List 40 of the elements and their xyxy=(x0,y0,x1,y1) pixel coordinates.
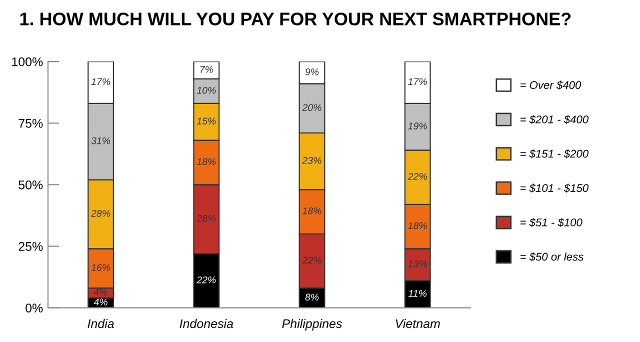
y-tick-label: 100% xyxy=(12,57,43,66)
y-tick-label: 75% xyxy=(18,118,43,128)
y-tick-label: 50% xyxy=(18,180,43,190)
data-label: 15% xyxy=(196,118,216,124)
data-label: 28% xyxy=(91,210,110,217)
x-tick-label: India xyxy=(88,318,114,328)
data-label: 4% xyxy=(94,298,108,306)
legend-label: = $50 or less xyxy=(520,252,584,262)
data-label: 22% xyxy=(408,173,427,180)
data-label: 18% xyxy=(408,222,427,230)
data-label: 7% xyxy=(200,66,214,73)
legend-label: = Over $400 xyxy=(520,80,582,90)
data-label: 17% xyxy=(408,78,427,86)
data-label: 9% xyxy=(305,68,319,76)
data-label: 11% xyxy=(408,290,427,297)
legend-label: = $151 - $200 xyxy=(520,149,589,158)
data-label: 23% xyxy=(302,157,322,164)
data-label: 16% xyxy=(91,264,110,272)
data-label: 18% xyxy=(302,207,322,214)
x-tick-label: Philippines xyxy=(282,318,342,331)
data-label: 28% xyxy=(196,214,216,222)
legend-label: = $201 - $400 xyxy=(520,114,589,124)
data-label: 18% xyxy=(196,158,216,166)
data-label: 31% xyxy=(91,137,110,144)
data-label: 8% xyxy=(305,294,319,301)
data-label: 22% xyxy=(196,276,216,284)
data-label: 22% xyxy=(302,256,322,264)
legend-label: = $101 - $150 xyxy=(520,184,589,193)
legend-label: = $51 - $100 xyxy=(520,218,582,227)
chart-title: 1. HOW MUCH WILL YOU PAY FOR YOUR NEXT SMARTPHONE? xyxy=(20,12,571,26)
data-label: 17% xyxy=(91,78,110,86)
data-label: 10% xyxy=(196,86,216,94)
data-label: 20% xyxy=(302,104,322,111)
data-label: 4% xyxy=(94,288,108,296)
y-tick-label: 25% xyxy=(18,242,43,251)
data-label: 19% xyxy=(408,122,427,130)
x-tick-label: Indonesia xyxy=(180,318,234,328)
y-tick-label: 0% xyxy=(26,304,43,312)
x-tick-label: Vietnam xyxy=(396,318,440,328)
data-label: 13% xyxy=(408,260,427,268)
